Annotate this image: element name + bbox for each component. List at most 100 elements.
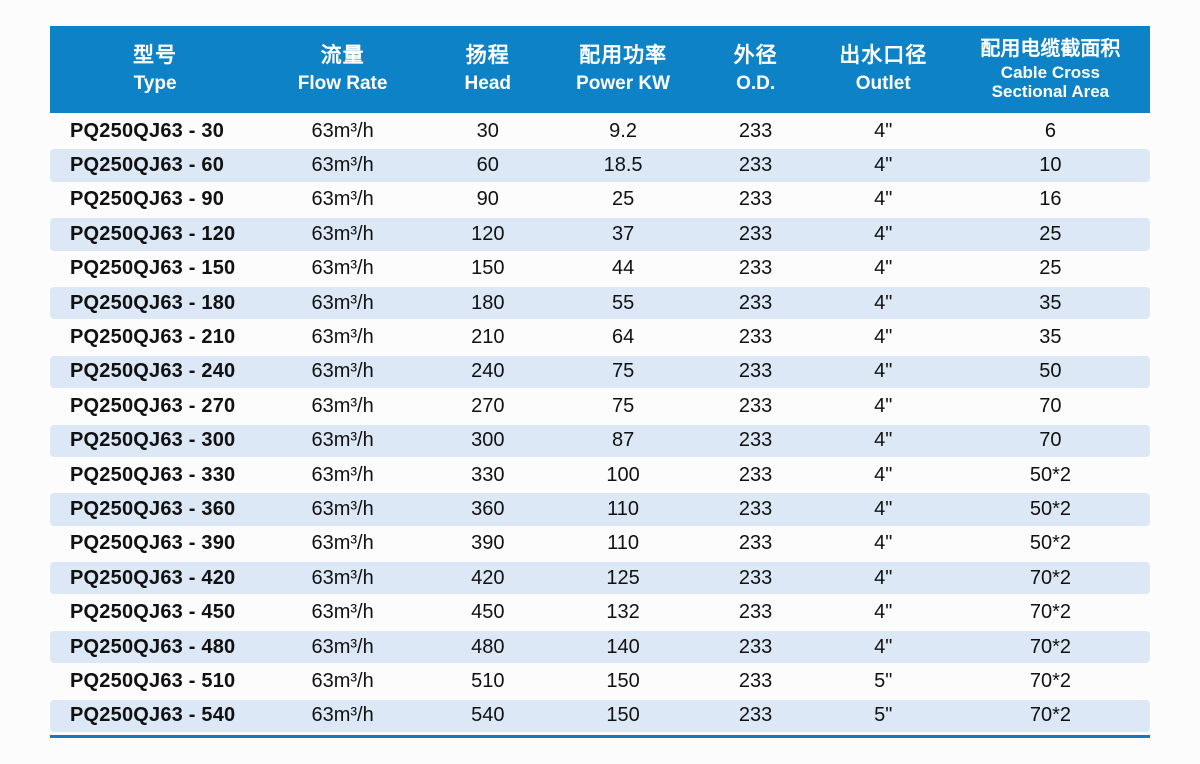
- model-cell: PQ250QJ63 - 240: [70, 360, 236, 383]
- value-cell: 100: [606, 463, 640, 486]
- value-cell: 150: [471, 257, 505, 280]
- value-cell: 4": [874, 119, 893, 142]
- table-row: PQ250QJ63 - 330 63m³/h 330 100 233 4" 50*2: [50, 459, 1150, 491]
- value-cell: 120: [471, 222, 505, 245]
- value-cell: 132: [606, 601, 640, 624]
- table-row: PQ250QJ63 - 510 63m³/h 510 150 233 5" 70*2: [50, 665, 1150, 697]
- value-cell: 64: [611, 326, 635, 349]
- value-cell: 233: [738, 154, 773, 177]
- model-cell: PQ250QJ63 - 120: [70, 222, 236, 245]
- value-cell: 35: [1039, 326, 1062, 349]
- value-cell: 63m³/h: [311, 704, 374, 727]
- value-cell: 110: [607, 532, 640, 555]
- value-cell: 70: [1039, 394, 1062, 417]
- value-cell: 233: [738, 429, 773, 452]
- table-row: PQ250QJ63 - 180 63m³/h 180 55 233 4" 35: [50, 286, 1150, 320]
- value-cell: 63m³/h: [311, 154, 374, 177]
- column-header-zh: 配用功率: [579, 44, 668, 67]
- value-cell: 150: [606, 669, 640, 692]
- column-header-en: O.D.: [736, 73, 776, 95]
- table-row: PQ250QJ63 - 120 63m³/h 120 37 233 4" 25: [50, 218, 1150, 251]
- value-cell: 450: [471, 601, 505, 624]
- value-cell: 4": [874, 532, 893, 555]
- value-cell: 25: [611, 188, 635, 211]
- model-cell: PQ250QJ63 - 420: [70, 566, 236, 589]
- value-cell: 233: [738, 360, 773, 383]
- value-cell: 70: [1039, 429, 1062, 452]
- value-cell: 4": [874, 497, 893, 520]
- value-cell: 16: [1039, 188, 1062, 211]
- value-cell: 63m³/h: [311, 257, 374, 280]
- value-cell: 63m³/h: [311, 532, 374, 555]
- value-cell: 233: [738, 326, 773, 349]
- model-cell: PQ250QJ63 - 390: [70, 532, 236, 555]
- model-cell: PQ250QJ63 - 360: [70, 497, 236, 520]
- table-row: PQ250QJ63 - 210 63m³/h 210 64 233 4" 35: [50, 321, 1150, 353]
- column-header-3: 扬程 Head: [425, 26, 550, 113]
- column-header-5: 外径 O.D.: [696, 26, 816, 113]
- value-cell: 4": [874, 326, 893, 349]
- value-cell: 63m³/h: [311, 188, 374, 211]
- value-cell: 70*2: [1029, 566, 1071, 589]
- value-cell: 25: [1039, 222, 1062, 245]
- table-header-row: 型号 Type 流量 Flow Rate 扬程 Head 配用功率 Power KW 外径 O.D…: [50, 26, 1150, 113]
- model-cell: PQ250QJ63 - 30: [70, 119, 225, 142]
- value-cell: 270: [471, 394, 505, 417]
- value-cell: 37: [611, 222, 635, 245]
- column-header-zh: 出水口径: [839, 44, 928, 67]
- value-cell: 63m³/h: [311, 601, 374, 624]
- value-cell: 240: [471, 360, 505, 383]
- value-cell: 50*2: [1029, 463, 1071, 486]
- value-cell: 63m³/h: [311, 119, 374, 142]
- value-cell: 63m³/h: [311, 429, 374, 452]
- value-cell: 4": [874, 188, 893, 211]
- value-cell: 4": [874, 360, 893, 383]
- value-cell: 4": [874, 257, 893, 280]
- value-cell: 60: [476, 154, 499, 177]
- column-header-zh: 配用电缆截面积: [980, 38, 1121, 61]
- value-cell: 233: [738, 291, 773, 314]
- value-cell: 4": [874, 635, 893, 658]
- column-header-2: 流量 Flow Rate: [260, 26, 425, 113]
- value-cell: 44: [611, 257, 635, 280]
- model-cell: PQ250QJ63 - 510: [70, 669, 236, 692]
- value-cell: 63m³/h: [311, 497, 374, 520]
- value-cell: 210: [471, 326, 505, 349]
- column-header-en: Type: [133, 73, 177, 95]
- value-cell: 125: [606, 566, 640, 589]
- value-cell: 10: [1039, 154, 1062, 177]
- value-cell: 233: [738, 394, 773, 417]
- value-cell: 63m³/h: [311, 463, 374, 486]
- column-header-en: Cable Cross Sectional Area: [991, 63, 1110, 101]
- value-cell: 233: [738, 463, 773, 486]
- value-cell: 70*2: [1029, 601, 1071, 624]
- value-cell: 50: [1039, 360, 1062, 383]
- value-cell: 25: [1039, 257, 1062, 280]
- value-cell: 510: [471, 669, 505, 692]
- model-cell: PQ250QJ63 - 480: [70, 635, 236, 658]
- value-cell: 63m³/h: [311, 291, 374, 314]
- model-cell: PQ250QJ63 - 210: [70, 326, 236, 349]
- value-cell: 87: [611, 429, 635, 452]
- value-cell: 63m³/h: [311, 566, 374, 589]
- table-row: PQ250QJ63 - 360 63m³/h 360 110 233 4" 50*2: [50, 493, 1150, 526]
- value-cell: 75: [611, 394, 635, 417]
- value-cell: 390: [471, 532, 505, 555]
- column-header-en: Outlet: [855, 73, 911, 95]
- table-row: PQ250QJ63 - 150 63m³/h 150 44 233 4" 25: [50, 253, 1150, 285]
- column-header-4: 配用功率 Power KW: [550, 26, 695, 113]
- model-cell: PQ250QJ63 - 540: [70, 704, 236, 727]
- column-header-zh: 型号: [133, 44, 178, 67]
- value-cell: 70*2: [1029, 669, 1071, 692]
- value-cell: 75: [611, 360, 635, 383]
- table-row: PQ250QJ63 - 300 63m³/h 300 87 233 4" 70: [50, 424, 1150, 457]
- value-cell: 18.5: [603, 154, 643, 177]
- column-header-1: 型号 Type: [50, 26, 260, 113]
- column-header-en: Head: [464, 73, 512, 95]
- value-cell: 63m³/h: [311, 635, 374, 658]
- value-cell: 330: [471, 463, 505, 486]
- model-cell: PQ250QJ63 - 60: [70, 154, 225, 177]
- value-cell: 140: [606, 635, 640, 658]
- table-row: PQ250QJ63 - 60 63m³/h 60 18.5 233 4" 10: [50, 149, 1150, 182]
